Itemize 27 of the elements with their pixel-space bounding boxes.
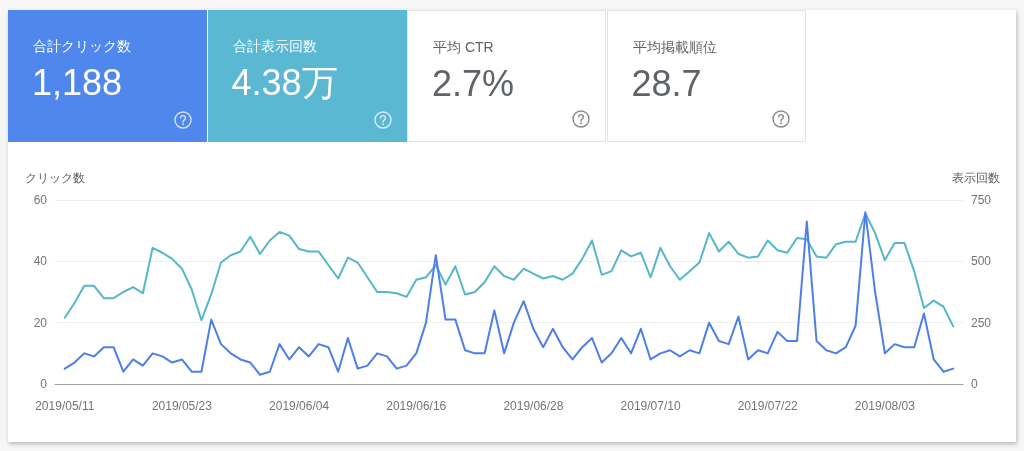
text: 2.7% <box>432 63 515 105</box>
x-tick-label: 2019/05/23 <box>151 399 213 413</box>
y2-tick-label: 0 <box>971 377 978 391</box>
x-tick-label: 2019/06/28 <box>503 399 564 413</box>
y-axis-title: クリック数 <box>25 171 85 185</box>
y2-axis-title: 表示回数 <box>952 171 1000 185</box>
text: 平均 CTR <box>433 38 494 56</box>
y2-tick-label: 750 <box>971 193 992 207</box>
x-tick-label: 2019/07/10 <box>620 399 681 413</box>
text: 1,188 <box>32 62 123 104</box>
line-series <box>63 211 955 376</box>
text: 28.7 <box>631 63 702 105</box>
y-tick-label: 20 <box>33 315 48 330</box>
y-tick-label: 60 <box>33 193 48 207</box>
text: 合計クリック数 <box>33 37 131 55</box>
y-tick-label: 40 <box>33 254 48 269</box>
text: 合計表示回数 <box>232 37 317 55</box>
x-tick-label: 2019/06/04 <box>269 399 330 413</box>
x-tick-label: 2019/08/03 <box>854 399 916 413</box>
x-tick-label: 2019/06/16 <box>386 399 447 413</box>
x-tick-label: 2019/07/22 <box>737 399 799 413</box>
text: 平均掲載順位 <box>632 38 717 56</box>
y2-tick-label: 250 <box>971 315 992 330</box>
x-tick-label: 2019/05/11 <box>35 399 95 413</box>
y2-tick-label: 500 <box>971 254 992 269</box>
text: 4.38万 <box>231 62 338 104</box>
y-tick-label: 0 <box>40 377 48 391</box>
